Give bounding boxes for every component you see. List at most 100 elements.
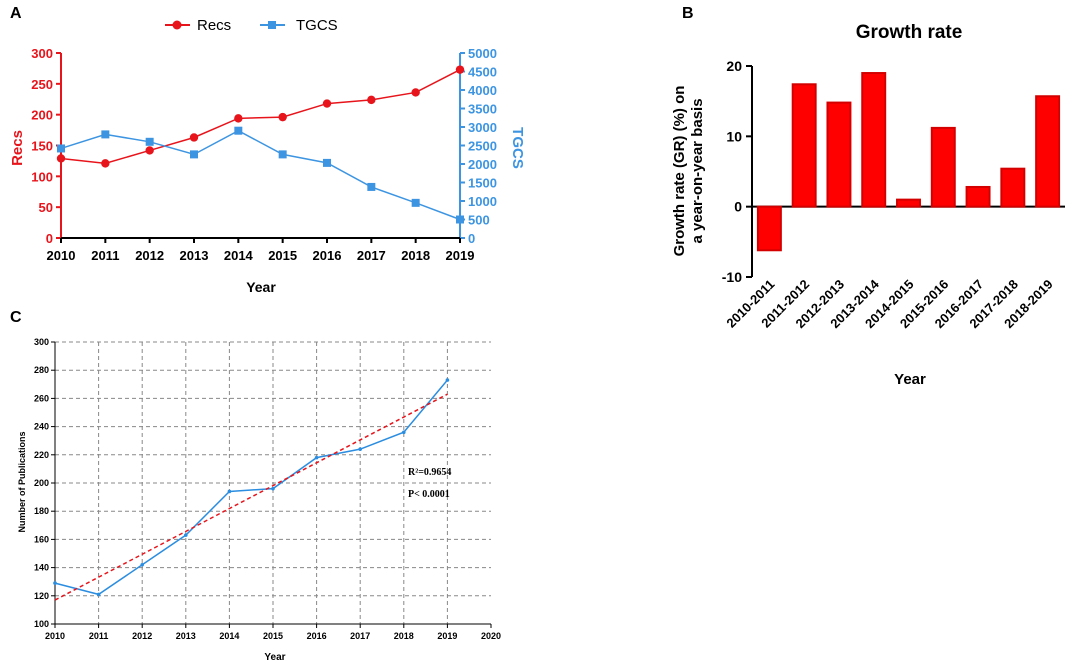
legend-recs-marker [172,20,182,30]
c-y-tick-label: 100 [34,619,49,629]
a-left-tick-label: 300 [31,46,53,61]
a-right-tick-label: 3000 [468,120,497,135]
a-left-tick-label: 100 [31,169,53,184]
legend-tgcs-label: TGCS [296,17,338,34]
chart-c-annotation-r2: R²=0.9654 [408,467,451,478]
c-x-tick-label: 2015 [263,631,283,641]
panel-label-b: B [682,5,694,22]
a-point-recs [101,159,110,168]
c-point-publications [184,533,188,537]
a-right-tick-label: 4500 [468,65,497,80]
c-y-tick-label: 280 [34,365,49,375]
a-right-tick-label: 3500 [468,102,497,117]
c-x-tick-label: 2017 [350,631,370,641]
c-point-publications [96,592,101,597]
legend-recs-label: Recs [197,17,231,34]
c-x-tick-label: 2014 [219,631,239,641]
c-point-publications [445,378,450,382]
a-point-tgcs [411,198,420,207]
c-point-publications [227,489,232,494]
b-bar [965,185,991,208]
a-point-tgcs [278,150,287,159]
a-right-tick-label: 500 [468,213,490,228]
panel-label-c: C [10,309,22,326]
a-right-tick-label: 1500 [468,176,497,191]
b-bar [1000,167,1026,208]
a-left-tick-label: 200 [31,108,53,123]
a-x-tick-label: 2016 [313,248,342,263]
b-bar [930,126,956,208]
b-bar [791,83,817,208]
c-x-tick-label: 2016 [307,631,327,641]
legend-tgcs-marker [268,21,276,29]
a-x-tick-label: 2012 [135,248,164,263]
a-left-tick-label: 150 [31,139,53,154]
c-y-tick-label: 260 [34,393,49,403]
c-y-tick-label: 120 [34,591,49,601]
chart-b-title: Growth rate [856,22,963,43]
a-left-tick-label: 50 [39,200,53,215]
b-bar [756,205,782,252]
b-y-tick-label: 20 [726,58,742,74]
chart-b: Growth rate -10010202010-20112011-201220… [671,22,1065,388]
chart-a: Recs TGCS 050100150200250300050010001500… [9,17,526,295]
chart-a-ylabel-left: Recs [9,130,26,166]
c-x-tick-label: 2018 [394,631,414,641]
c-y-tick-label: 240 [34,422,49,432]
a-x-tick-label: 2015 [268,248,297,263]
a-x-tick-label: 2014 [224,248,254,263]
a-right-tick-label: 2000 [468,157,497,172]
c-x-tick-label: 2011 [89,631,109,641]
a-x-tick-label: 2019 [446,248,475,263]
c-x-tick-label: 2010 [45,631,65,641]
a-x-tick-label: 2010 [47,248,76,263]
chart-c-xlabel: Year [264,652,285,663]
chart-a-ylabel-right: TGCS [509,127,526,169]
a-right-tick-label: 4000 [468,83,497,98]
c-y-tick-label: 180 [34,506,49,516]
c-x-tick-label: 2012 [132,631,152,641]
chart-c-ylabel: Number of Publications [17,431,27,532]
c-point-publications [271,486,275,491]
c-y-tick-label: 200 [34,478,49,488]
a-left-tick-label: 250 [31,77,53,92]
chart-b-ylabel-line1: Growth rate (GR) (%) on [671,86,688,257]
a-point-recs [367,95,376,105]
c-fit-line [54,393,448,601]
c-point-publications [314,455,319,460]
a-point-tgcs [190,150,198,159]
chart-a-xlabel: Year [246,279,276,295]
a-series-line-recs [60,68,461,165]
c-y-tick-label: 160 [34,534,49,544]
a-point-tgcs [367,182,376,191]
b-bar [1035,95,1061,208]
c-series-line-publications [54,379,448,596]
b-bar [896,198,921,208]
a-x-tick-label: 2017 [357,248,386,263]
chart-c-annotation-p: P< 0.0001 [408,489,450,500]
b-y-tick-label: -10 [722,269,742,285]
a-point-tgcs [57,144,65,153]
c-y-tick-label: 140 [34,563,49,573]
a-right-tick-label: 5000 [468,46,497,61]
c-x-tick-label: 2020 [481,631,501,641]
a-point-tgcs [145,137,154,146]
c-x-tick-label: 2019 [437,631,457,641]
a-point-recs [411,88,420,97]
b-bar [861,72,887,208]
c-x-tick-label: 2013 [176,631,196,641]
a-right-tick-label: 0 [468,231,475,246]
chart-c: 100 120 140 160 180 200 220 240 260 280 300 2010 201… [17,337,501,663]
a-point-recs [278,112,287,122]
a-point-tgcs [234,126,243,135]
c-y-tick-label: 220 [34,450,49,460]
c-point-publications [402,430,406,435]
c-point-publications [358,447,363,451]
c-point-publications [53,581,57,585]
a-x-tick-label: 2011 [91,248,119,263]
a-left-tick-label: 0 [46,231,53,246]
a-x-tick-label: 2013 [180,248,209,263]
a-point-tgcs [101,130,110,139]
c-point-publications [140,562,144,567]
